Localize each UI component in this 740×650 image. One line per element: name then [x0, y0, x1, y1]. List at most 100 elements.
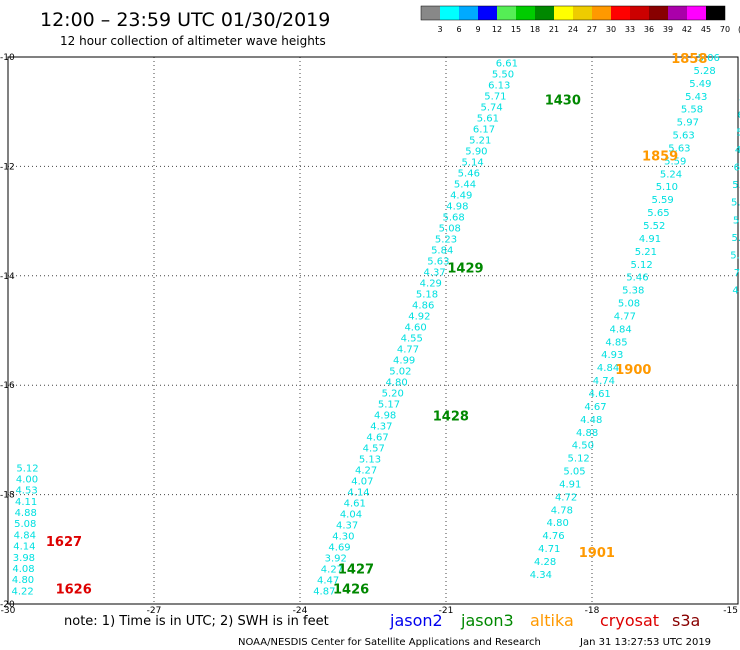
colorbar-swatch [440, 6, 459, 20]
track-jason3: 4.874.474.273.924.694.304.374.044.614.14… [313, 58, 581, 597]
x-tick-label: -24 [293, 606, 308, 616]
chart-note: note: 1) Time is in UTC; 2) SWH is in fe… [64, 614, 329, 629]
colorbar-label: 27 [587, 25, 597, 34]
wave-height-label: 4.61 [589, 389, 611, 400]
wave-height-label: 5.23 [435, 234, 457, 245]
wave-height-label: 4.88 [15, 508, 37, 519]
x-tick-label: -15 [723, 606, 738, 616]
wave-height-label: 5.46 [626, 273, 648, 284]
wave-height-label: 5.12 [16, 463, 38, 474]
plot-grid [8, 57, 738, 604]
wave-height-label: 4.99 [393, 355, 415, 366]
wave-height-label: 5.28 [693, 66, 715, 77]
footer-org: NOAA/NESDIS Center for Satellite Applica… [238, 637, 541, 648]
y-tick-label: -14 [0, 272, 15, 282]
colorbar-label: (ft) [738, 25, 740, 34]
wave-height-label: 4.80 [547, 518, 569, 529]
wave-height-label: 4.48 [580, 415, 602, 426]
wave-height-label: 5.62 [732, 180, 740, 191]
colorbar-swatch [668, 6, 687, 20]
wave-height-label: 5.84 [431, 245, 453, 256]
wave-height-label: 5.06 [698, 53, 720, 64]
wave-height-label: 4.47 [317, 575, 339, 586]
wave-height-label: 5.59 [664, 156, 686, 167]
x-axis-ticks: -30 -27 -24 -21 -18 -15 [1, 606, 738, 616]
wave-height-label: 5.9 [730, 250, 740, 261]
colorbar-swatch [497, 6, 516, 20]
pass-time-label: 1859 [642, 149, 678, 164]
wave-height-label: 4 [732, 285, 738, 296]
wave-height-label: 4.84 [14, 530, 36, 541]
wave-height-label: 4.86 [412, 300, 434, 311]
wave-height-label: 4.53 [735, 145, 740, 156]
wave-height-label: 5.71 [484, 91, 506, 102]
wave-height-label: 4.49 [450, 190, 472, 201]
wave-height-label: 4.08 [12, 564, 34, 575]
wave-height-label: 5.08 [618, 299, 640, 310]
wave-height-label: 5.74 [480, 102, 502, 113]
colorbar-swatch [554, 6, 573, 20]
colorbar-swatch [611, 6, 630, 20]
wave-height-label: 6.17 [473, 124, 495, 135]
wave-height-label: 6.61 [496, 58, 518, 69]
wave-height-label: 4.00 [16, 474, 38, 485]
x-tick-label: -30 [1, 606, 16, 616]
wave-height-label: 4.84 [597, 363, 619, 374]
wave-height-label: 3.92 [325, 553, 347, 564]
wave-height-label: 5.10 [656, 182, 678, 193]
wave-height-label: 5.61 [477, 113, 499, 124]
wave-height-label: 5.05 [563, 467, 585, 478]
plot-frame [7, 56, 739, 605]
wave-height-label: 4.53 [15, 486, 37, 497]
colorbar-label: 24 [568, 25, 578, 34]
legend-altika: altika [530, 611, 574, 630]
wave-height-label: 4.30 [332, 531, 354, 542]
wave-height-label: 4.80 [385, 377, 407, 388]
wave-height-label: 4.71 [538, 544, 560, 555]
track-altika: 4.344.284.714.764.804.784.724.915.055.12… [530, 52, 720, 581]
colorbar-label: 70 [720, 25, 730, 34]
wave-height-label: 4.67 [366, 432, 388, 443]
legend-s3a: s3a [672, 611, 700, 630]
wave-height-label: 4.50 [572, 441, 594, 452]
wave-height-label: 5.24 [660, 169, 682, 180]
wave-height-label: 4.67 [584, 402, 606, 413]
wave-height-label: 4.55 [401, 333, 423, 344]
wave-height-label: 7 [734, 268, 740, 279]
chart-title: 12:00 – 23:59 UTC 01/30/2019 [40, 9, 330, 31]
wave-height-label: 5.21 [635, 247, 657, 258]
wave-height-label: 5.12 [631, 260, 653, 271]
colorbar-label: 45 [701, 25, 711, 34]
wave-height-label: 5.63 [672, 131, 694, 142]
track-cryosat: 4.224.804.083.984.144.845.084.884.114.53… [11, 463, 91, 597]
wave-height-label: 5.08 [731, 198, 740, 209]
wave-height-label: 4.22 [11, 586, 33, 597]
wave-height-label: 4.84 [610, 324, 632, 335]
colorbar-label: 6 [456, 25, 461, 34]
colorbar-swatch [535, 6, 554, 20]
colorbar-label: 12 [492, 25, 502, 34]
wave-height-label: 5.68 [442, 212, 464, 223]
wave-height-label: 5.65 [647, 208, 669, 219]
wave-height-label: 4.78 [551, 505, 573, 516]
colorbar-swatch [706, 6, 725, 20]
wave-height-label: 4.91 [639, 234, 661, 245]
legend-jason2: jason2 [389, 611, 443, 630]
wave-height-label: 4.76 [542, 531, 564, 542]
wave-height-label: 5.38 [622, 286, 644, 297]
wave-height-label: 5.18 [416, 289, 438, 300]
wave-height-label: 4.92 [408, 311, 430, 322]
wave-height-label: 4.69 [328, 542, 350, 553]
y-axis-ticks: -20 -18 -16 -14 -12 -10 [0, 53, 15, 610]
wave-height-label: 5.08 [439, 223, 461, 234]
wave-height-label: 5.20 [382, 388, 404, 399]
colorbar-label: 39 [663, 25, 673, 34]
wave-height-label: 4.72 [555, 492, 577, 503]
colorbar-label: 36 [644, 25, 654, 34]
colorbar-label: 15 [511, 25, 521, 34]
wave-height-label: 4.34 [530, 570, 552, 581]
y-tick-label: -18 [0, 491, 15, 501]
wave-height-label: 4.93 [601, 350, 623, 361]
pass-time-label: 1428 [433, 409, 469, 424]
